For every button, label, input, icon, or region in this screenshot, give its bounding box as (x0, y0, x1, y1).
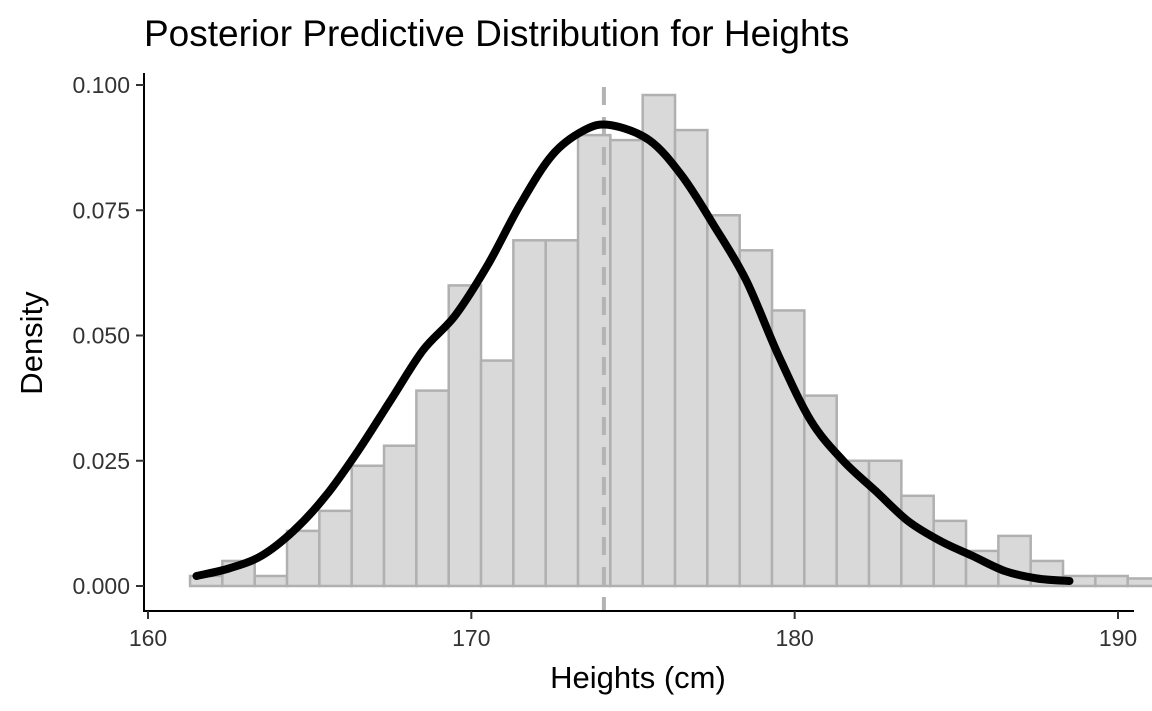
histogram-bar-22 (900, 494, 935, 588)
histogram-bar-5 (350, 464, 386, 588)
histogram-bar-3 (285, 529, 321, 588)
histogram-bars (188, 93, 1152, 588)
histogram-bar-29 (1126, 577, 1152, 588)
histogram-bar-7 (415, 389, 450, 588)
x-tick-label: 170 (452, 625, 490, 651)
y-axis-title: Density (14, 291, 49, 395)
histogram-bar-9 (479, 359, 515, 588)
y-tick-label: 0.050 (72, 323, 130, 349)
histogram-bar-2 (253, 574, 289, 588)
histogram-bar-8 (447, 284, 483, 588)
histogram-bar-28 (1094, 574, 1129, 588)
histogram-bar-10 (512, 239, 547, 588)
x-tick-label: 190 (1099, 625, 1137, 651)
histogram-bar-15 (673, 128, 709, 588)
x-tick-label: 180 (775, 625, 813, 651)
density-curve (192, 120, 1074, 585)
x-axis-ticks: 160 170 180 190 (129, 611, 1137, 651)
histogram-bar-6 (382, 444, 418, 588)
histogram-bar-14 (641, 93, 677, 588)
y-tick-label: 0.000 (72, 573, 130, 599)
y-tick-label: 0.100 (72, 72, 130, 98)
y-tick-label: 0.025 (72, 448, 130, 474)
y-tick-label: 0.075 (72, 197, 130, 223)
x-axis-title: Heights (cm) (550, 660, 726, 695)
histogram-bar-4 (318, 509, 353, 588)
chart-title: Posterior Predictive Distribution for He… (144, 13, 849, 54)
histogram-bar-21 (867, 459, 903, 588)
x-tick-label: 160 (129, 625, 167, 651)
y-axis-ticks: 0.000 0.025 0.050 0.075 0.100 (72, 72, 144, 599)
histogram-bar-13 (609, 138, 644, 588)
histogram-bar-11 (544, 239, 580, 588)
histogram-bar-19 (803, 394, 838, 588)
histogram-bar-16 (706, 214, 741, 588)
